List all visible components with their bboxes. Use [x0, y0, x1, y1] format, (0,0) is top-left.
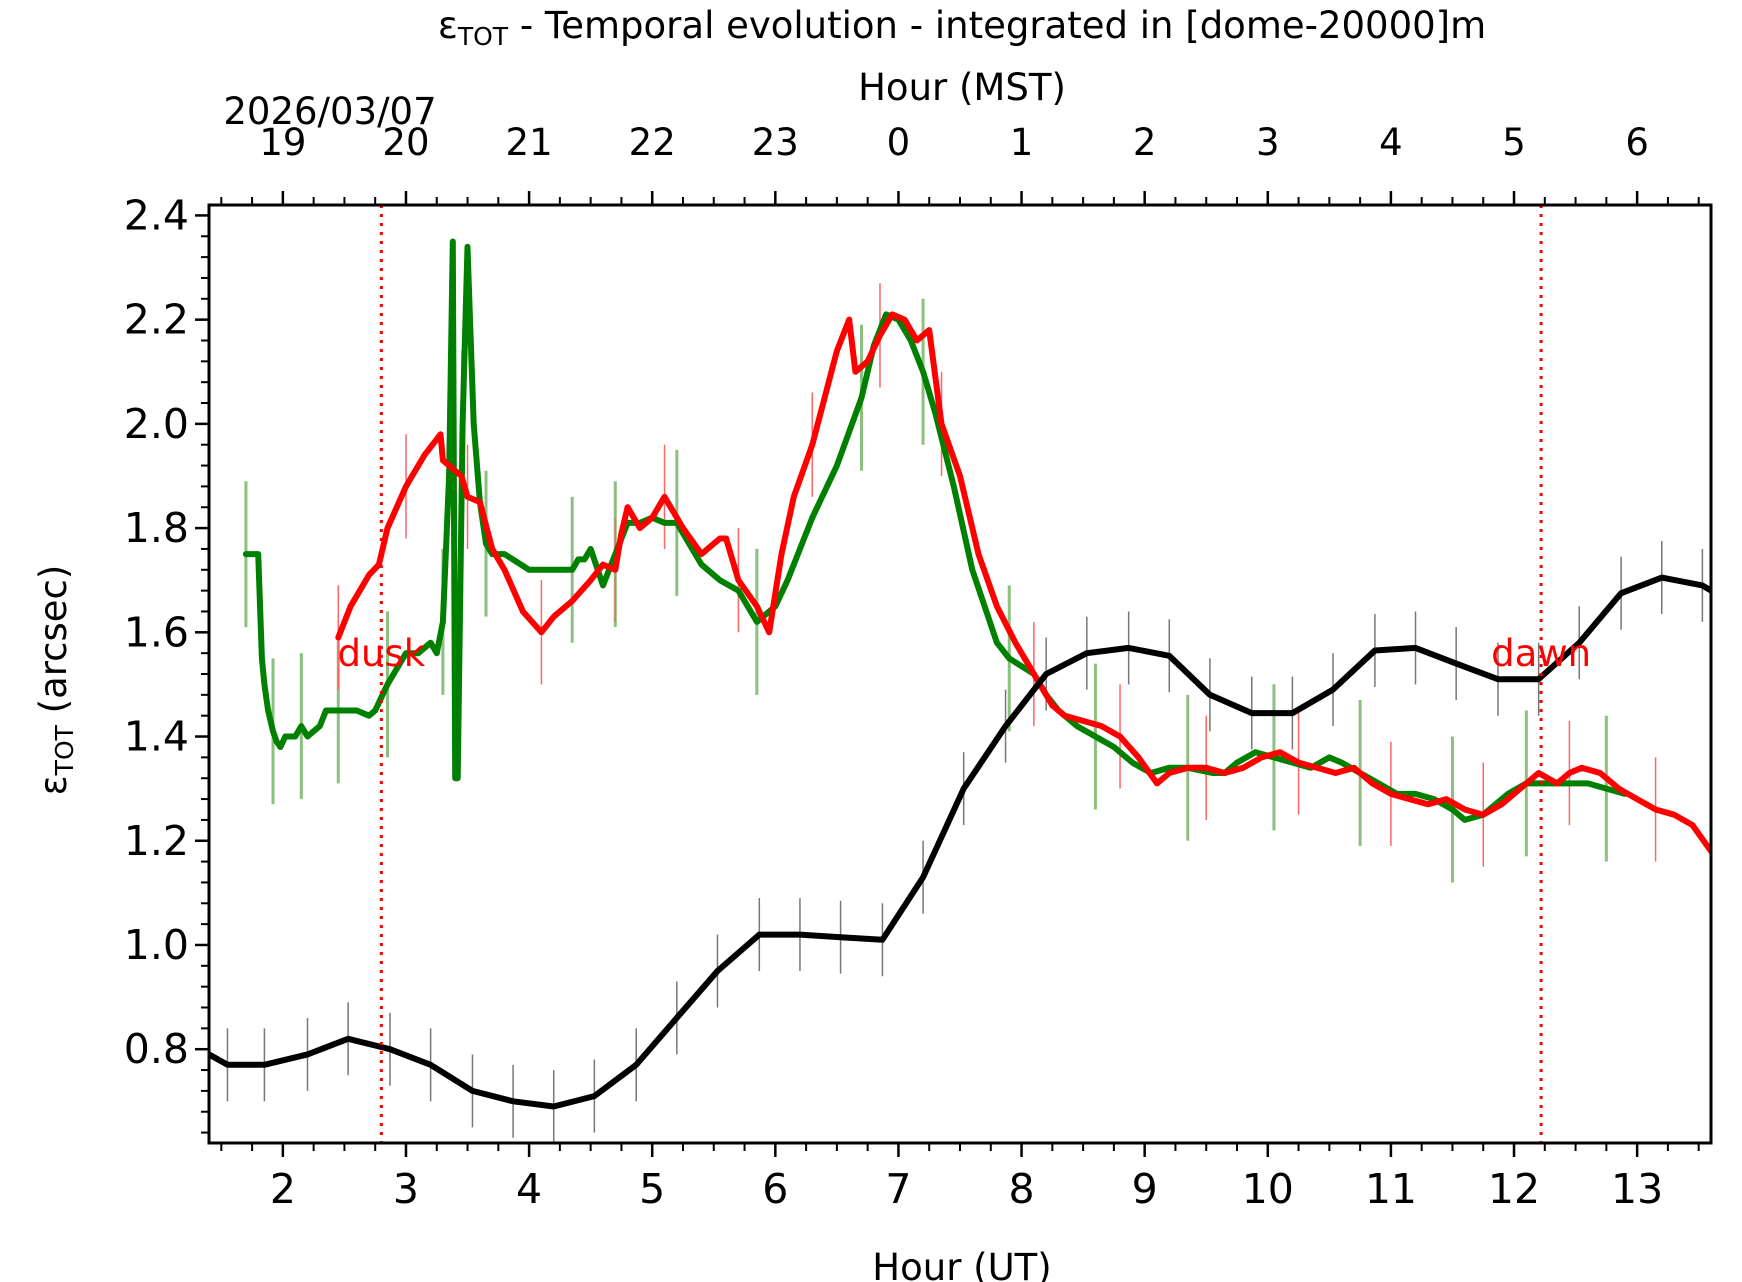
- top-tick-label: 1: [1010, 121, 1034, 164]
- chart-title: εTOT - Temporal evolution - integrated i…: [438, 4, 1486, 51]
- x-tick-label: 7: [885, 1165, 911, 1213]
- top-tick-label: 22: [629, 121, 676, 164]
- y-tick-label: 1.2: [124, 817, 189, 865]
- top-tick-label: 6: [1625, 121, 1649, 164]
- y-axis-label: εTOT (arcsec): [32, 565, 79, 796]
- x-tick-label: 2: [270, 1165, 296, 1213]
- top-axis-label: Hour (MST): [858, 66, 1066, 109]
- top-tick-label: 4: [1379, 121, 1403, 164]
- y-tick-label: 0.8: [124, 1025, 189, 1073]
- x-tick-label: 12: [1488, 1165, 1540, 1213]
- top-tick-label: 21: [506, 121, 553, 164]
- error-bars: [209, 283, 1711, 1143]
- series-line-2: [209, 574, 1711, 1110]
- y-tick-label: 2.2: [124, 296, 189, 344]
- date-label: 2026/03/07: [223, 90, 436, 133]
- x-axis-label: Hour (UT): [872, 1246, 1051, 1282]
- twilight-markers: dusk dawn: [338, 205, 1591, 1143]
- top-tick-label: 5: [1502, 121, 1526, 164]
- x-tick-label: 5: [639, 1165, 665, 1213]
- series-line-1: [335, 311, 1711, 855]
- marker-label-dawn: dawn: [1491, 632, 1591, 675]
- top-tick-label: 0: [887, 121, 911, 164]
- x-tick-label: 10: [1242, 1165, 1294, 1213]
- x-tick-label: 8: [1009, 1165, 1035, 1213]
- top-tick-label: 23: [752, 121, 799, 164]
- x-tick-label: 11: [1365, 1165, 1417, 1213]
- x-tick-label: 13: [1611, 1165, 1663, 1213]
- y-tick-label: 1.0: [124, 921, 189, 969]
- top-tick-label: 2: [1133, 121, 1157, 164]
- y-tick-label: 2.4: [124, 191, 189, 239]
- y-tick-label: 1.4: [124, 713, 189, 761]
- y-tick-label: 2.0: [124, 400, 189, 448]
- x-tick-label: 4: [516, 1165, 542, 1213]
- top-tick-label: 20: [382, 121, 429, 164]
- series-line-0: [242, 238, 1628, 823]
- top-tick-label: 3: [1256, 121, 1280, 164]
- y-tick-label: 1.6: [124, 608, 189, 656]
- x-tick-label: 9: [1132, 1165, 1158, 1213]
- x-tick-label: 3: [393, 1165, 419, 1213]
- y-tick-label: 1.8: [124, 504, 189, 552]
- top-tick-label: 19: [259, 121, 306, 164]
- marker-label-dusk: dusk: [338, 632, 426, 675]
- x-tick-label: 6: [762, 1165, 788, 1213]
- series-lines: [209, 238, 1711, 1110]
